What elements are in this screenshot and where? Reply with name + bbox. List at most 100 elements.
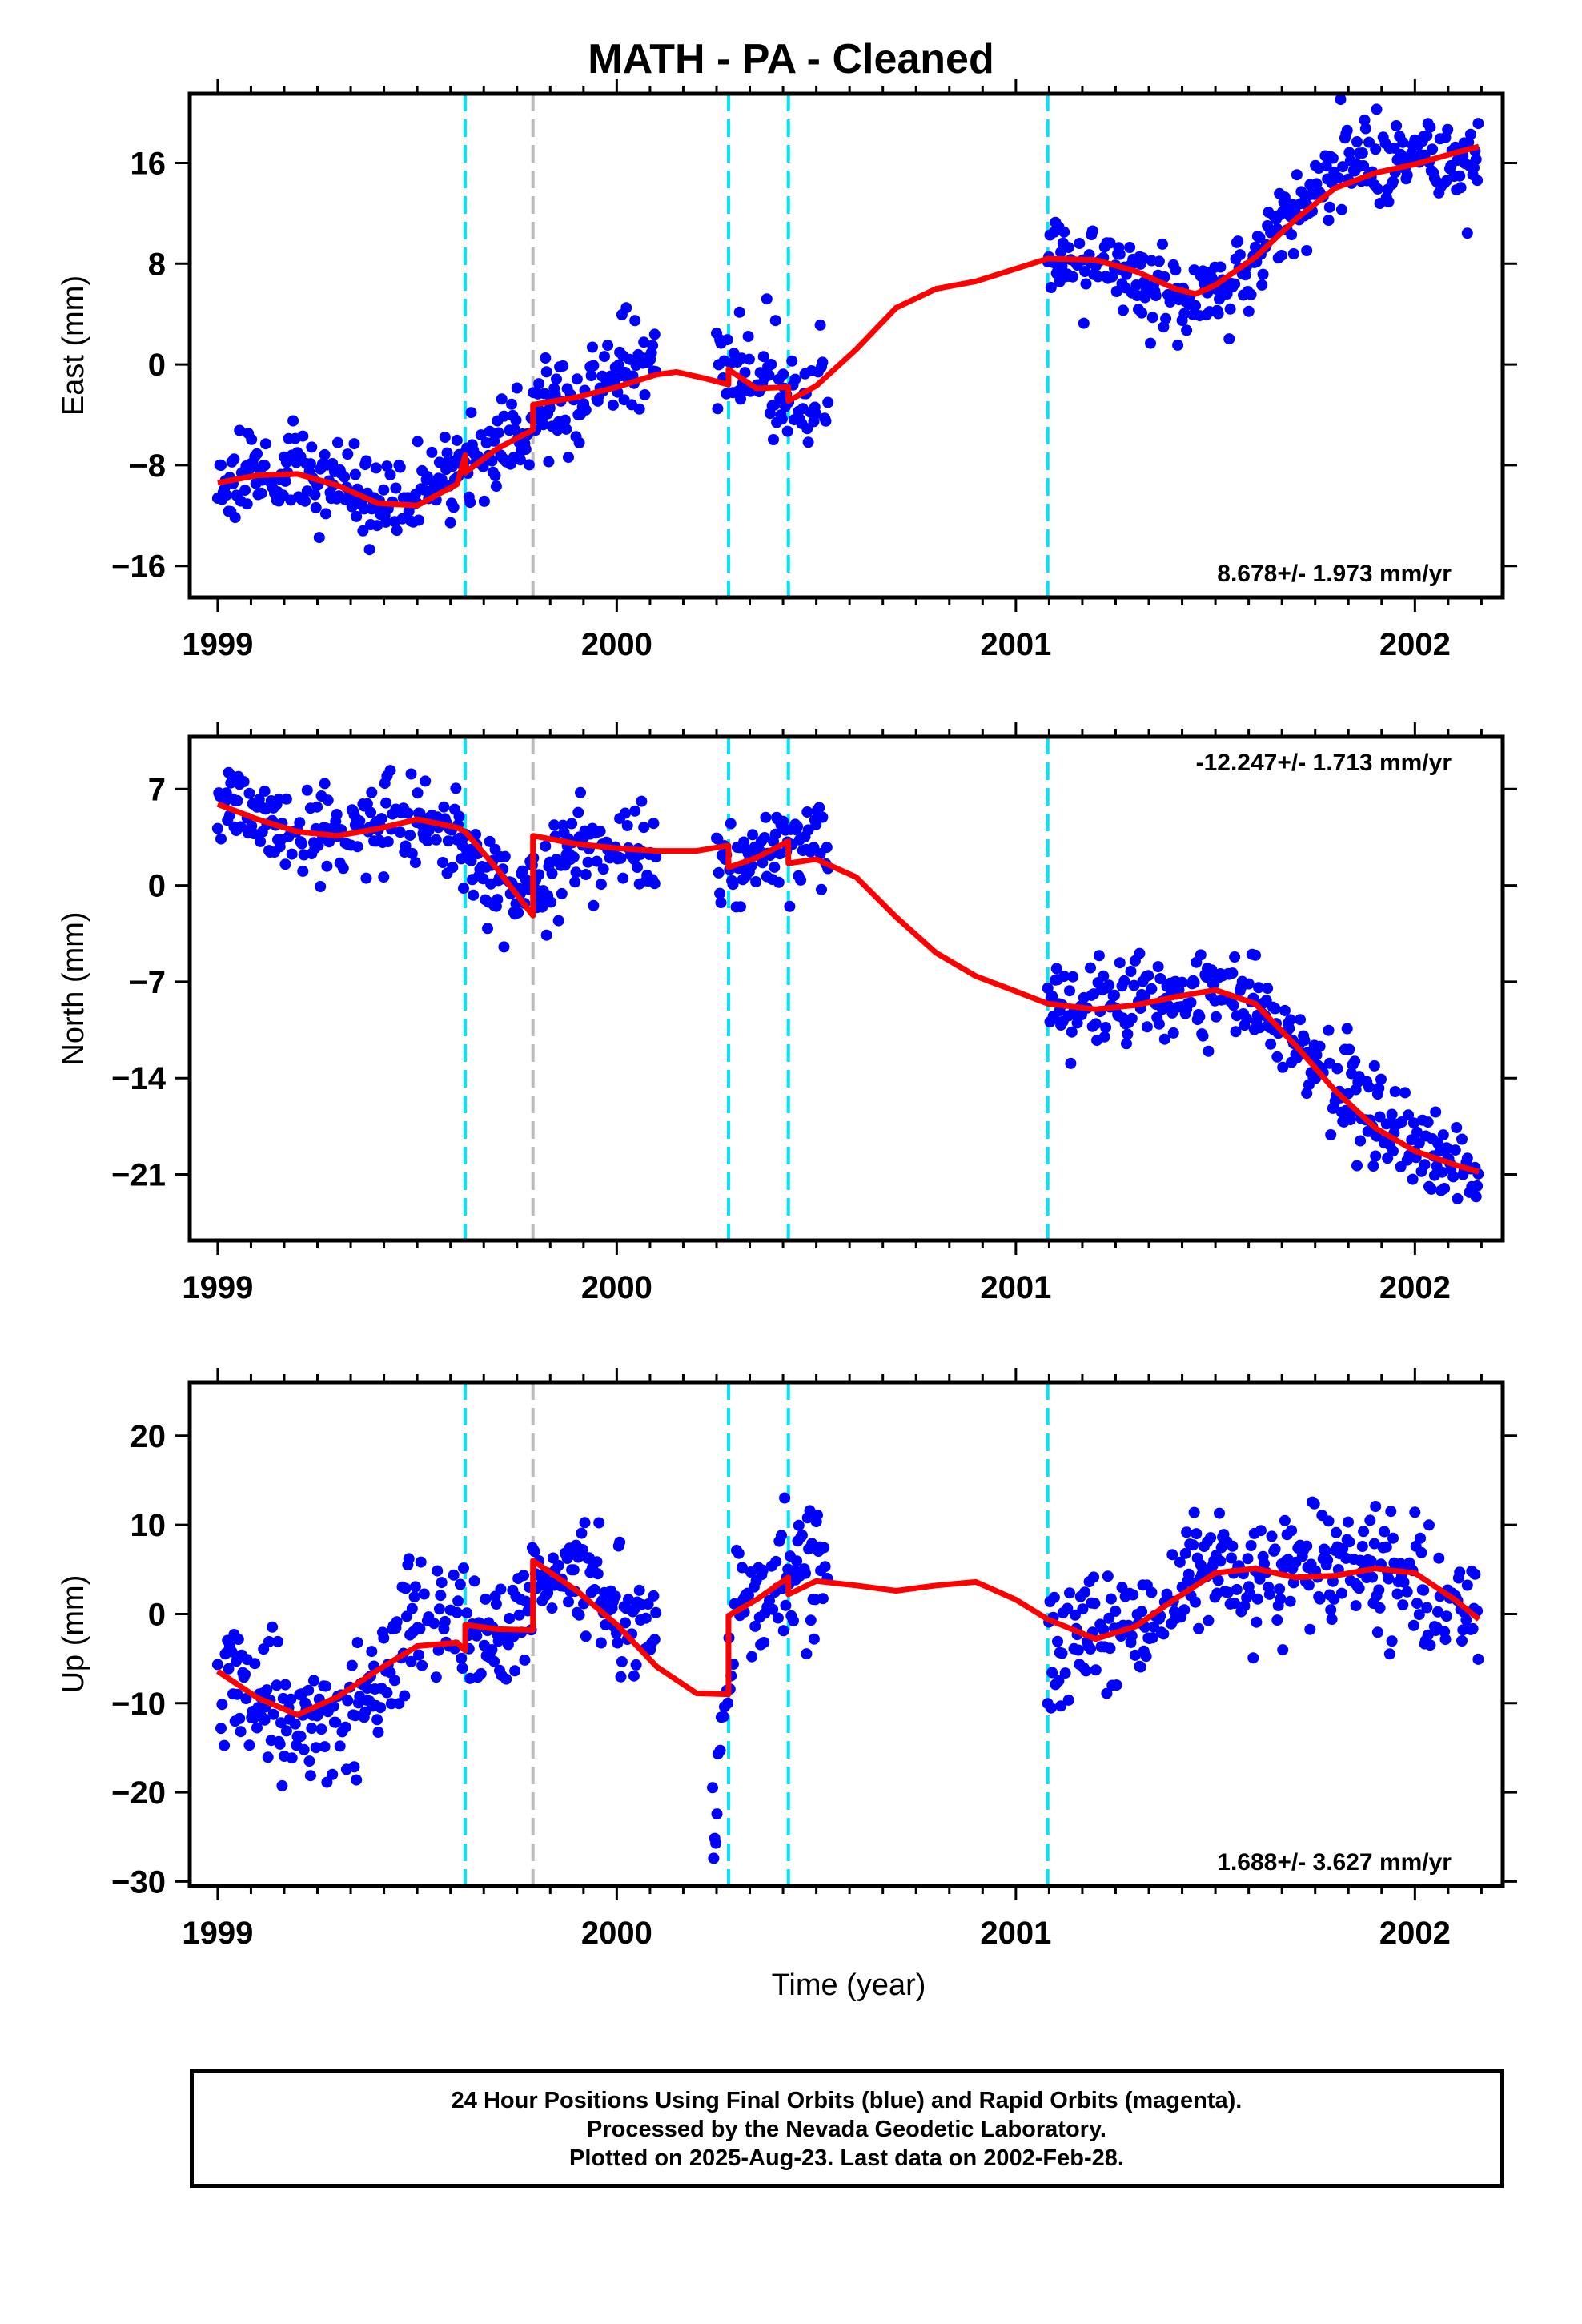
data-point	[1154, 973, 1166, 984]
data-point	[231, 794, 243, 806]
data-point	[576, 1544, 588, 1555]
data-point	[571, 373, 583, 385]
data-point	[414, 807, 426, 819]
data-point	[1271, 1051, 1283, 1063]
data-point	[636, 795, 648, 807]
data-point	[1167, 1027, 1179, 1039]
data-point	[1320, 160, 1332, 172]
data-point	[360, 872, 372, 884]
data-point	[306, 441, 318, 453]
data-point	[468, 889, 480, 901]
data-point	[279, 1679, 291, 1691]
data-point	[647, 340, 659, 352]
data-point	[523, 459, 535, 471]
data-point	[346, 1659, 358, 1671]
plot-frame	[187, 734, 1505, 1243]
data-point	[342, 1695, 354, 1707]
data-point	[810, 408, 822, 420]
data-point	[298, 1743, 310, 1755]
data-point	[768, 434, 779, 445]
data-point	[1401, 169, 1413, 181]
data-point	[1427, 143, 1439, 155]
data-point	[777, 1625, 789, 1637]
data-point	[780, 1599, 792, 1611]
data-point	[788, 1614, 799, 1626]
data-point	[642, 1598, 654, 1610]
data-point	[274, 1738, 286, 1750]
data-point	[371, 520, 383, 532]
data-point	[585, 370, 597, 382]
data-point	[1176, 976, 1188, 988]
data-point	[621, 820, 633, 831]
rate-annotation: 1.688+/- 3.627 mm/yr	[1217, 1849, 1452, 1876]
data-point	[1187, 1539, 1199, 1551]
data-point	[1142, 970, 1154, 982]
data-point	[247, 828, 259, 840]
data-point	[1172, 339, 1184, 351]
data-point	[1088, 1571, 1100, 1583]
data-point	[776, 413, 788, 425]
data-point	[1090, 1664, 1102, 1676]
data-point	[620, 302, 632, 314]
data-point	[733, 306, 745, 318]
data-point	[714, 1744, 726, 1756]
data-point	[401, 1610, 412, 1622]
data-point	[588, 899, 600, 911]
data-point	[592, 1568, 604, 1580]
data-point	[432, 1644, 444, 1656]
data-point	[458, 883, 469, 895]
data-point	[648, 1634, 661, 1646]
data-point	[332, 436, 343, 448]
panel-east: 1999 2000 2001 2002 16 8 0 −8 −16 East (mm) 8.678+…	[57, 79, 1517, 662]
data-point	[231, 1688, 243, 1700]
data-point	[351, 841, 363, 853]
data-point	[1064, 1587, 1075, 1599]
data-point	[1275, 1593, 1287, 1605]
data-point	[1283, 1023, 1295, 1035]
data-point	[321, 860, 333, 872]
data-point	[1090, 1018, 1102, 1030]
data-point	[1121, 1038, 1132, 1050]
data-point	[1461, 1152, 1473, 1164]
data-point	[793, 1519, 805, 1531]
data-point	[632, 862, 643, 873]
data-point	[575, 786, 586, 798]
data-point	[546, 867, 558, 879]
y-axis-label: East (mm)	[57, 275, 90, 416]
data-point	[543, 456, 555, 468]
data-point	[1454, 1566, 1466, 1578]
data-point	[781, 425, 793, 437]
data-point	[512, 907, 524, 919]
data-point	[563, 1596, 574, 1608]
data-point	[1158, 1033, 1170, 1045]
data-point	[1415, 1532, 1427, 1544]
data-point	[818, 1542, 830, 1554]
data-point	[710, 1837, 722, 1849]
data-point	[1093, 950, 1105, 962]
data-point	[1449, 1144, 1461, 1156]
data-point	[1395, 1116, 1407, 1128]
data-point	[1286, 229, 1298, 241]
data-point	[1419, 1159, 1431, 1171]
data-point	[1371, 183, 1383, 195]
data-point	[1058, 971, 1070, 983]
rate-annotation: 8.678+/- 1.973 mm/yr	[1217, 561, 1452, 587]
data-point	[259, 460, 271, 472]
data-point	[580, 869, 592, 880]
data-point	[761, 293, 773, 305]
data-point	[1067, 271, 1079, 283]
data-point	[1331, 1526, 1342, 1538]
data-point	[490, 480, 502, 493]
data-point	[1136, 1606, 1148, 1618]
data-point	[1470, 1191, 1482, 1203]
data-point	[1284, 1595, 1296, 1607]
data-point	[1188, 1506, 1200, 1518]
data-point	[1367, 1571, 1379, 1583]
data-point	[1062, 1602, 1074, 1614]
data-point	[452, 1595, 464, 1607]
data-point	[1430, 1106, 1442, 1118]
data-point	[331, 809, 343, 820]
data-point	[759, 832, 770, 843]
data-point	[1065, 1057, 1077, 1069]
